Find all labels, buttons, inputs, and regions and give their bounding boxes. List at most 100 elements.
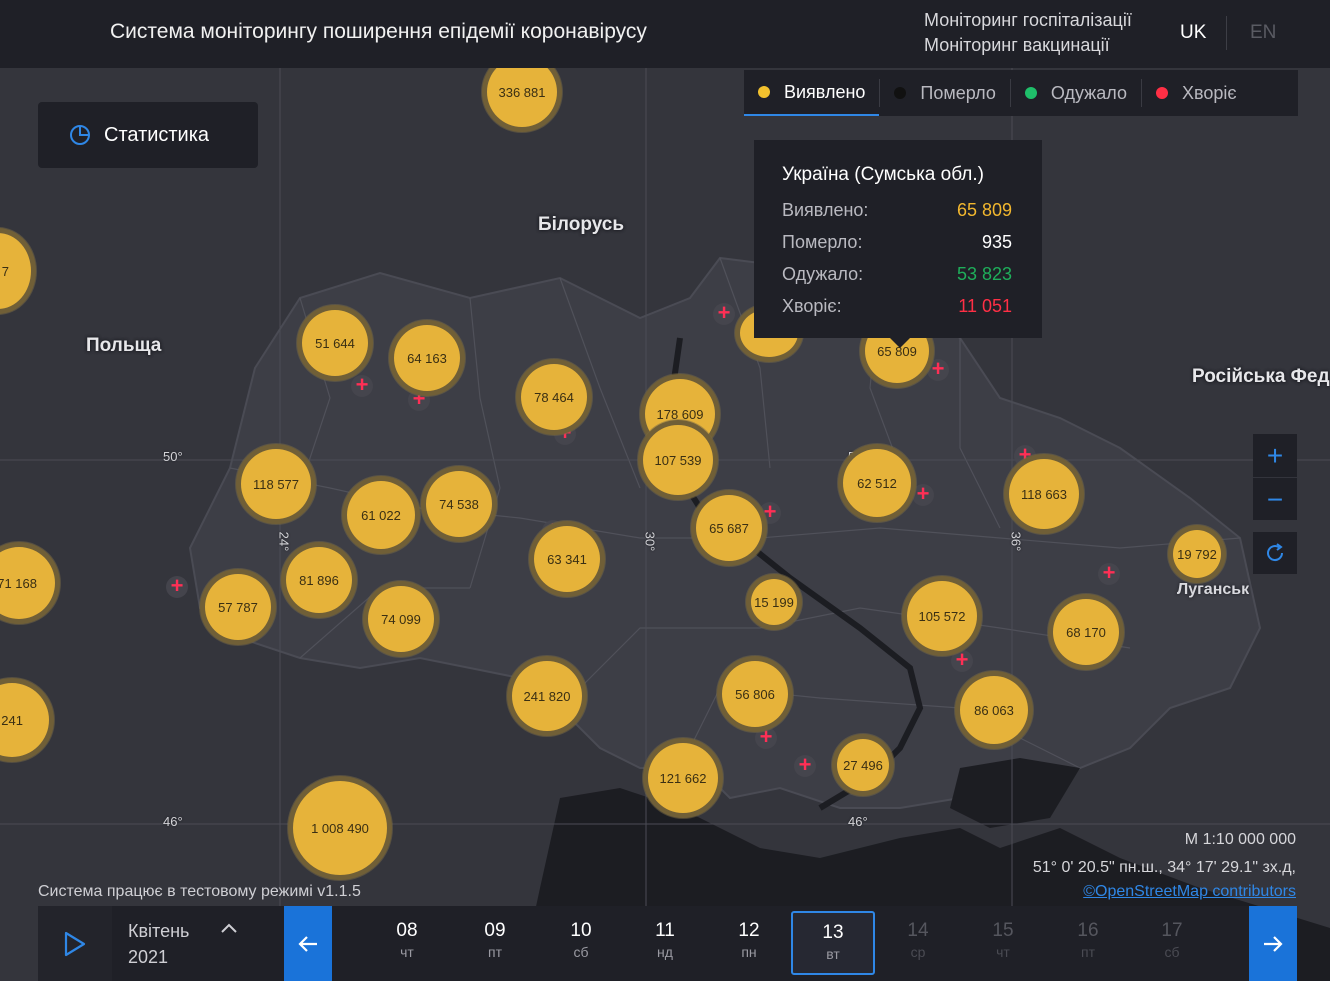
cluster-marker[interactable]: 107 539 (638, 420, 718, 500)
header-links: Моніторинг госпіталізації Моніторинг вак… (924, 8, 1132, 58)
grid-label-lat46: 46° (163, 814, 183, 829)
label-poland: Польща (86, 335, 162, 356)
play-icon (64, 931, 86, 956)
timeline-day[interactable]: 17 сб (1161, 920, 1183, 960)
timeline-day[interactable]: 10 сб (570, 920, 592, 960)
timeline-day[interactable]: 09 пт (484, 920, 506, 960)
hospital-marker-icon[interactable]: + (1098, 562, 1120, 585)
grid-label-lat50: 50° (163, 449, 183, 464)
next-day-button[interactable] (1249, 906, 1297, 981)
cluster-marker[interactable]: 336 881 (482, 68, 562, 132)
cluster-marker[interactable]: 1 008 490 (288, 776, 392, 880)
cluster-marker[interactable]: 27 496 (832, 734, 894, 796)
cluster-marker[interactable]: 65 687 (691, 490, 767, 566)
cluster-marker[interactable]: 19 792 (1168, 525, 1226, 583)
hospital-marker-icon[interactable]: + (912, 483, 934, 506)
map-canvas[interactable]: Білорусь Польща Російська Фед Луганськ 5… (0, 68, 1330, 981)
hospital-marker-icon[interactable]: + (755, 726, 777, 749)
cluster-marker[interactable]: 74 538 (421, 466, 497, 542)
timeline-day[interactable]: 08 чт (396, 920, 418, 960)
hospital-marker-icon[interactable]: + (713, 302, 735, 325)
hospital-marker-icon[interactable]: + (951, 649, 973, 672)
refresh-icon (1267, 543, 1284, 562)
tab-divider (879, 79, 881, 107)
recovered-dot-icon (1024, 87, 1037, 99)
hospitalization-link[interactable]: Моніторинг госпіталізації (924, 10, 1132, 30)
hospital-marker-icon[interactable]: + (794, 754, 816, 777)
tab-divider (1009, 79, 1011, 107)
timeline-day[interactable]: 15 чт (992, 920, 1014, 960)
month-selector[interactable]: Квітень 2021 (128, 918, 237, 970)
grid-label-lon24: 24° (276, 531, 292, 552)
tooltip-title: Україна (Сумська обл.) (782, 164, 984, 185)
timeline-day-selected[interactable]: 13 вт (791, 911, 875, 975)
cluster-marker[interactable]: 61 022 (342, 476, 420, 554)
tab-label: Хворіє (1181, 82, 1237, 103)
label-russia: Російська Фед (1192, 366, 1330, 387)
grid-label-lon36: 36° (1008, 531, 1024, 552)
cluster-marker[interactable]: 56 806 (717, 656, 793, 732)
cluster-marker[interactable]: 62 512 (838, 444, 916, 522)
timeline-day[interactable]: 12 пн (738, 920, 760, 960)
cluster-marker[interactable]: 68 170 (1048, 594, 1124, 670)
month-label: Квітень (128, 921, 190, 941)
cluster-marker[interactable]: 57 787 (200, 569, 276, 645)
cluster-marker[interactable]: 63 341 (529, 521, 605, 597)
cluster-marker[interactable]: 78 464 (516, 359, 592, 435)
tooltip-row-deceased: Померло: 935 (782, 231, 1012, 252)
pie-chart-icon (70, 125, 90, 145)
year-label: 2021 (128, 947, 169, 967)
tooltip-row-sick: Хворіє: 11 051 (782, 295, 1012, 316)
hospital-marker-icon[interactable]: + (351, 374, 373, 397)
deceased-dot-icon (894, 87, 907, 99)
timeline-day[interactable]: 14 ср (907, 920, 929, 960)
zoom-in-button[interactable]: + (1266, 440, 1284, 471)
cluster-marker[interactable]: 15 199 (746, 574, 802, 630)
tooltip-row-recovered: Одужало: 53 823 (782, 263, 1012, 284)
chevron-up-icon (221, 923, 237, 933)
osm-attribution-link[interactable]: ©OpenStreetMap contributors (1083, 883, 1296, 900)
grid-label-lat46-east: 46° (848, 814, 868, 829)
test-mode-notice: Система працює в тестовому режимі v1.1.5 (38, 883, 361, 900)
cluster-marker[interactable]: 121 662 (643, 738, 723, 818)
prev-day-button[interactable] (284, 906, 332, 981)
lang-uk-button[interactable]: UK (1180, 22, 1207, 43)
hospital-marker-icon[interactable]: + (166, 575, 188, 598)
cluster-marker[interactable]: 64 163 (389, 320, 465, 396)
cluster-marker[interactable]: 51 644 (297, 305, 373, 381)
map-scale: М 1:10 000 000 (1184, 831, 1296, 848)
arrow-left-icon (298, 935, 317, 952)
map-base-layer (0, 68, 1330, 981)
tab-detected[interactable]: Виявлено (744, 70, 880, 116)
cluster-marker[interactable]: 105 572 (902, 576, 982, 656)
play-button[interactable] (38, 906, 112, 981)
cluster-marker[interactable]: 118 663 (1004, 454, 1084, 534)
lang-en-button[interactable]: EN (1250, 22, 1277, 43)
zoom-controls: + − (1253, 434, 1297, 520)
app-title: Система моніторингу поширення епідемії к… (110, 20, 647, 43)
timeline-day[interactable]: 11 нд (655, 920, 675, 960)
cluster-marker[interactable]: 81 896 (281, 542, 357, 618)
sick-dot-icon (1155, 87, 1168, 99)
metric-tabs: Виявлено Померло Одужало Хворіє (744, 70, 1298, 116)
label-belarus: Білорусь (538, 214, 625, 235)
tab-label: Одужало (1050, 82, 1127, 103)
tab-deceased[interactable]: Померло (880, 70, 1009, 116)
cluster-marker[interactable]: 86 063 (955, 671, 1033, 749)
arrow-right-icon (1264, 935, 1283, 952)
timeline-day[interactable]: 16 пт (1077, 920, 1099, 960)
lang-divider (1226, 16, 1227, 50)
zoom-out-button[interactable]: − (1253, 477, 1297, 520)
timeline-bar: Квітень 2021 08 чт 09 пт 10 сб 11 нд 12 пн 13… (38, 906, 1297, 981)
cluster-marker[interactable]: 241 820 (507, 656, 587, 736)
tab-recovered[interactable]: Одужало (1011, 70, 1141, 116)
statistics-button[interactable]: Статистика (38, 102, 258, 168)
reset-view-button[interactable] (1253, 532, 1297, 574)
cluster-marker[interactable]: 74 099 (363, 581, 439, 657)
tab-sick[interactable]: Хворіє (1142, 70, 1251, 116)
grid-label-lon30: 30° (642, 531, 658, 552)
cluster-marker[interactable]: 118 577 (236, 444, 316, 524)
map-coordinates: 51° 0' 20.5" пн.ш., 34° 17' 29.1" зх.д, (1032, 859, 1296, 876)
hospital-marker-icon[interactable]: + (927, 358, 949, 381)
vaccination-link[interactable]: Моніторинг вакцинації (924, 35, 1110, 55)
